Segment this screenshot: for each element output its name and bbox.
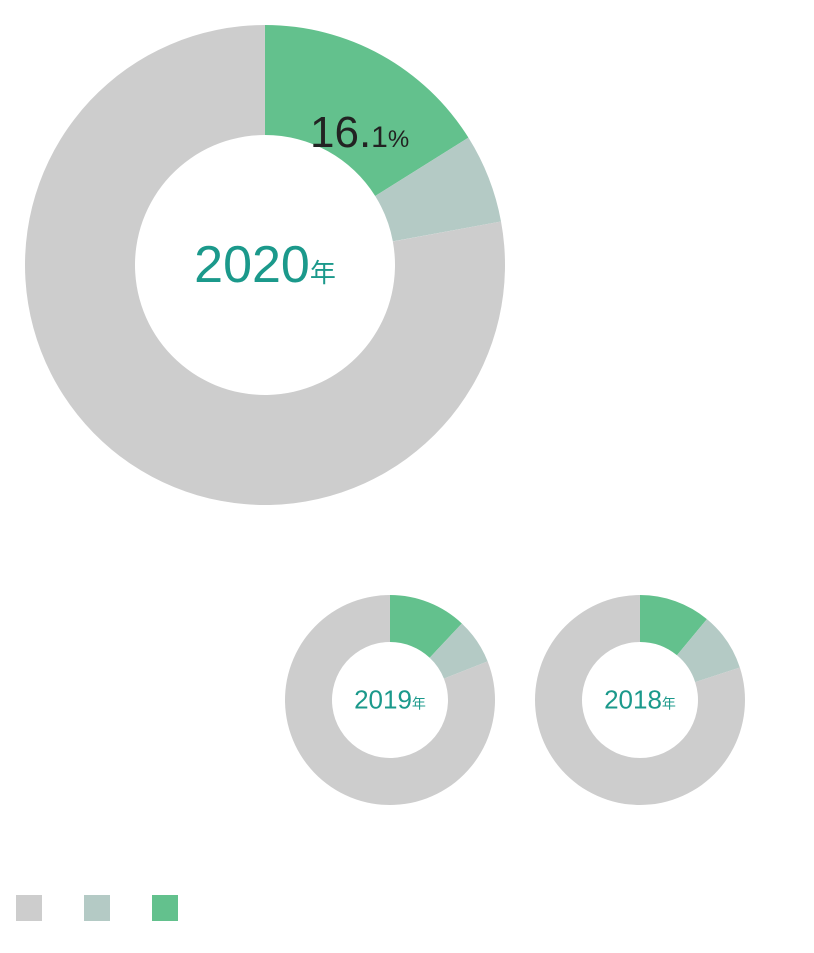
donut-2020: 2020年 16.1% (25, 25, 505, 505)
value-big: 16. (310, 108, 371, 157)
legend-swatch (16, 895, 42, 921)
donut-2018: 2018年 (535, 595, 745, 805)
value-small: 1 (371, 121, 388, 154)
donut-2019: 2019年 (285, 595, 495, 805)
year-suffix-2019: 年 (412, 696, 426, 712)
year-2018: 2018 (604, 685, 662, 715)
year-2019: 2019 (354, 685, 412, 715)
donut-2020-value-label: 16.1% (310, 108, 409, 158)
legend-swatch (152, 895, 178, 921)
year-suffix-2018: 年 (662, 696, 676, 712)
year-suffix-2020: 年 (310, 258, 336, 288)
donut-2020-center-label: 2020年 (194, 235, 336, 295)
donut-2018-center-label: 2018年 (604, 685, 676, 716)
legend-swatch (84, 895, 110, 921)
donut-2019-center-label: 2019年 (354, 685, 426, 716)
value-percent: % (388, 126, 409, 153)
legend (16, 895, 178, 921)
chart-stage: 2020年 16.1% 2019年 2018年 (0, 0, 814, 953)
year-2020: 2020 (194, 236, 310, 294)
